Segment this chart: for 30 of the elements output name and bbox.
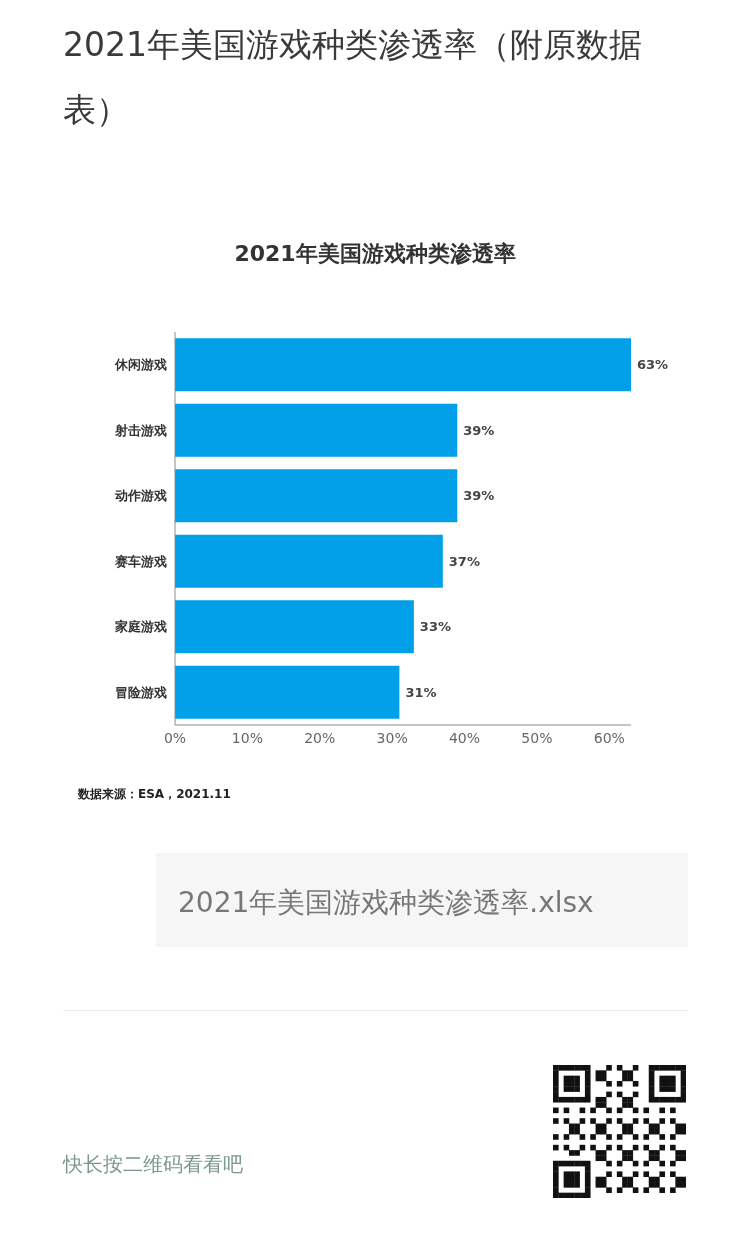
bar xyxy=(175,600,414,654)
bar xyxy=(175,403,458,457)
y-tick-label: 赛车游戏 xyxy=(114,553,167,569)
bar xyxy=(175,469,458,523)
y-tick-label: 家庭游戏 xyxy=(114,619,167,635)
x-tick-label: 60% xyxy=(593,729,625,746)
data-label: 33% xyxy=(419,619,451,635)
data-label: 37% xyxy=(448,553,480,569)
x-tick-label: 0% xyxy=(163,729,187,746)
bar xyxy=(175,665,400,719)
text: 2021年美国游戏种类渗透率.xlsx xyxy=(178,885,594,921)
data-label: 63% xyxy=(637,357,669,373)
y-tick-label: 射击游戏 xyxy=(114,422,167,438)
source-note: 数据来源：ESA，2021.11 xyxy=(78,786,231,803)
data-label: 39% xyxy=(463,488,495,504)
bar xyxy=(175,534,443,588)
y-tick-label: 动作游戏 xyxy=(114,488,167,504)
y-tick-label: 休闲游戏 xyxy=(114,357,167,373)
text: 2021年美国游戏种类渗透率（附原数据表） xyxy=(63,24,643,131)
x-tick-label: 20% xyxy=(304,729,336,746)
x-tick-label: 40% xyxy=(448,729,481,746)
y-tick-label: 冒险游戏 xyxy=(115,684,167,700)
text: 快长按二维码看看吧 xyxy=(63,1151,243,1178)
data-label: 39% xyxy=(463,422,495,438)
x-tick-label: 10% xyxy=(231,729,263,746)
x-tick-label: 50% xyxy=(521,729,553,746)
bar xyxy=(175,338,631,392)
chart-title: 2021年美国游戏种类渗透率 xyxy=(233,240,517,268)
data-label: 31% xyxy=(405,684,437,700)
x-tick-label: 30% xyxy=(376,729,408,746)
